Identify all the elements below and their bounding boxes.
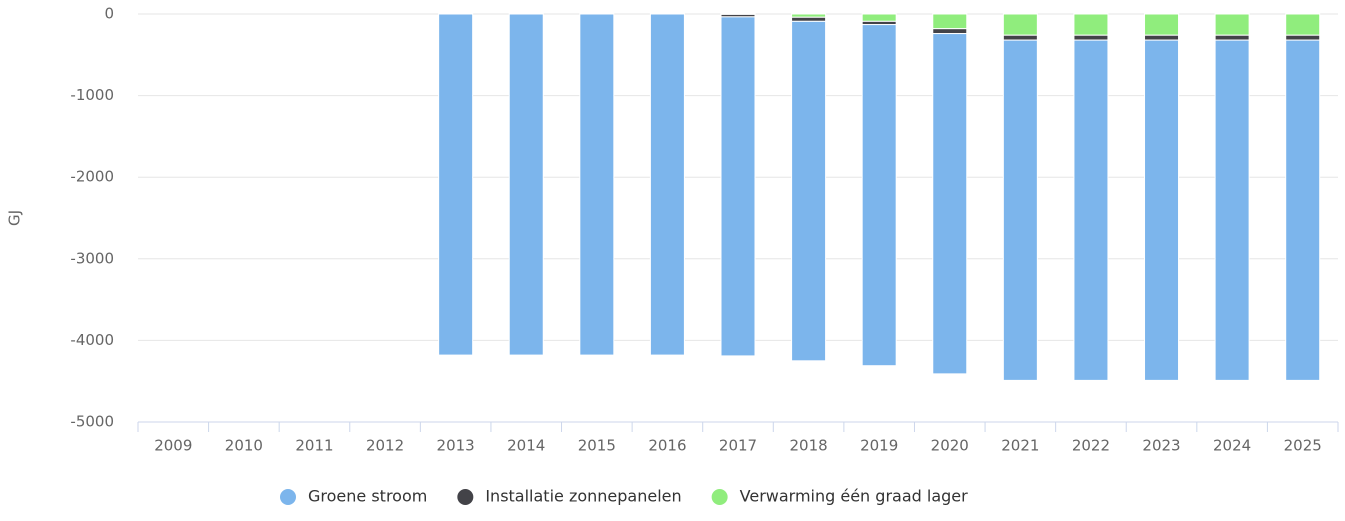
y-tick-label: 0 bbox=[104, 5, 114, 23]
bar-segment bbox=[862, 14, 896, 21]
bar-segment bbox=[933, 29, 967, 34]
x-tick-label: 2013 bbox=[437, 437, 475, 455]
x-tick-label: 2012 bbox=[366, 437, 404, 455]
bar-segment bbox=[792, 21, 826, 360]
x-tick-label: 2010 bbox=[225, 437, 263, 455]
legend-marker bbox=[712, 489, 728, 505]
x-tick-label: 2016 bbox=[648, 437, 686, 455]
x-tick-label: 2023 bbox=[1142, 437, 1180, 455]
bar-segment bbox=[721, 17, 755, 356]
legend-marker bbox=[280, 489, 296, 505]
bar-segment bbox=[1145, 35, 1179, 40]
legend-label: Installatie zonnepanelen bbox=[485, 487, 681, 506]
bar-segment bbox=[580, 14, 614, 355]
bar-segment bbox=[1145, 40, 1179, 380]
bar-segment bbox=[1145, 14, 1179, 35]
y-tick-label: -4000 bbox=[70, 331, 114, 349]
y-tick-label: -1000 bbox=[70, 86, 114, 104]
bar-segment bbox=[439, 14, 473, 355]
legend-label: Groene stroom bbox=[308, 487, 427, 506]
bar-segment bbox=[1215, 14, 1249, 35]
bar-segment bbox=[933, 34, 967, 374]
x-tick-label: 2021 bbox=[1001, 437, 1039, 455]
bar-segment bbox=[1286, 40, 1320, 380]
bar-segment bbox=[1286, 35, 1320, 40]
x-tick-label: 2019 bbox=[860, 437, 898, 455]
y-tick-label: -5000 bbox=[70, 413, 114, 431]
bar-segment bbox=[509, 14, 543, 355]
bar-segment bbox=[1003, 40, 1037, 380]
y-tick-label: -2000 bbox=[70, 168, 114, 186]
x-tick-label: 2009 bbox=[154, 437, 192, 455]
bar-segment bbox=[650, 14, 684, 355]
x-tick-label: 2015 bbox=[578, 437, 616, 455]
bar-segment bbox=[862, 25, 896, 366]
bar-segment bbox=[1215, 40, 1249, 380]
bar-segment bbox=[1215, 35, 1249, 40]
x-tick-label: 2022 bbox=[1072, 437, 1110, 455]
x-tick-label: 2020 bbox=[931, 437, 969, 455]
legend-marker bbox=[457, 489, 473, 505]
bar-segment bbox=[1074, 35, 1108, 40]
legend-label: Verwarming één graad lager bbox=[740, 487, 968, 506]
x-tick-label: 2018 bbox=[789, 437, 827, 455]
y-tick-label: -3000 bbox=[70, 249, 114, 267]
x-tick-label: 2011 bbox=[295, 437, 333, 455]
y-axis-label: GJ bbox=[6, 210, 24, 226]
x-tick-label: 2014 bbox=[507, 437, 545, 455]
bar-segment bbox=[1074, 40, 1108, 380]
bar-segment bbox=[1003, 35, 1037, 40]
x-tick-label: 2025 bbox=[1284, 437, 1322, 455]
bar-segment bbox=[1074, 14, 1108, 35]
bar-segment bbox=[933, 14, 967, 29]
bar-segment bbox=[1286, 14, 1320, 35]
x-tick-label: 2024 bbox=[1213, 437, 1251, 455]
x-tick-label: 2017 bbox=[719, 437, 757, 455]
bar-segment bbox=[792, 17, 826, 21]
bar-segment bbox=[1003, 14, 1037, 35]
